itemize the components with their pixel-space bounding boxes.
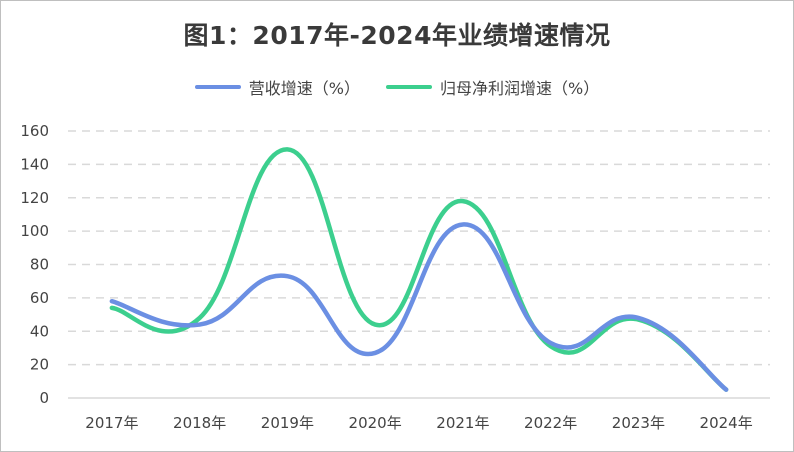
y-tick-label: 40 xyxy=(30,322,49,340)
legend-label-net-profit: 归母净利润增速（%） xyxy=(440,79,600,98)
legend-item-revenue: 营收增速（%） xyxy=(194,75,360,99)
chart-title: 图1：2017年-2024年业绩增速情况 xyxy=(183,21,611,50)
x-tick-label: 2019年 xyxy=(261,414,314,432)
chart-legend: 营收增速（%） 归母净利润增速（%） xyxy=(0,75,794,99)
y-tick-label: 140 xyxy=(20,155,49,173)
x-tick-label: 2021年 xyxy=(436,414,489,432)
y-tick-label: 0 xyxy=(39,389,49,407)
legend-item-net-profit: 归母净利润增速（%） xyxy=(386,75,599,99)
y-tick-label: 100 xyxy=(20,222,49,240)
y-tick-label: 80 xyxy=(30,256,49,274)
legend-label-revenue: 营收增速（%） xyxy=(248,79,360,98)
x-tick-label: 2022年 xyxy=(524,414,577,432)
legend-swatch-revenue xyxy=(194,85,241,89)
series-line-net-profit xyxy=(109,147,729,392)
x-tick-label: 2017年 xyxy=(85,414,138,432)
x-tick-label: 2020年 xyxy=(349,414,402,432)
x-tick-label: 2024年 xyxy=(700,414,753,432)
x-tick-label: 2018年 xyxy=(173,414,226,432)
legend-swatch-net-profit xyxy=(386,85,432,89)
y-tick-label: 160 xyxy=(20,122,49,140)
y-tick-label: 120 xyxy=(20,189,49,207)
x-tick-label: 2023年 xyxy=(612,414,665,432)
series-line-revenue xyxy=(109,222,729,392)
y-tick-label: 20 xyxy=(30,356,49,374)
y-tick-label: 60 xyxy=(30,289,49,307)
